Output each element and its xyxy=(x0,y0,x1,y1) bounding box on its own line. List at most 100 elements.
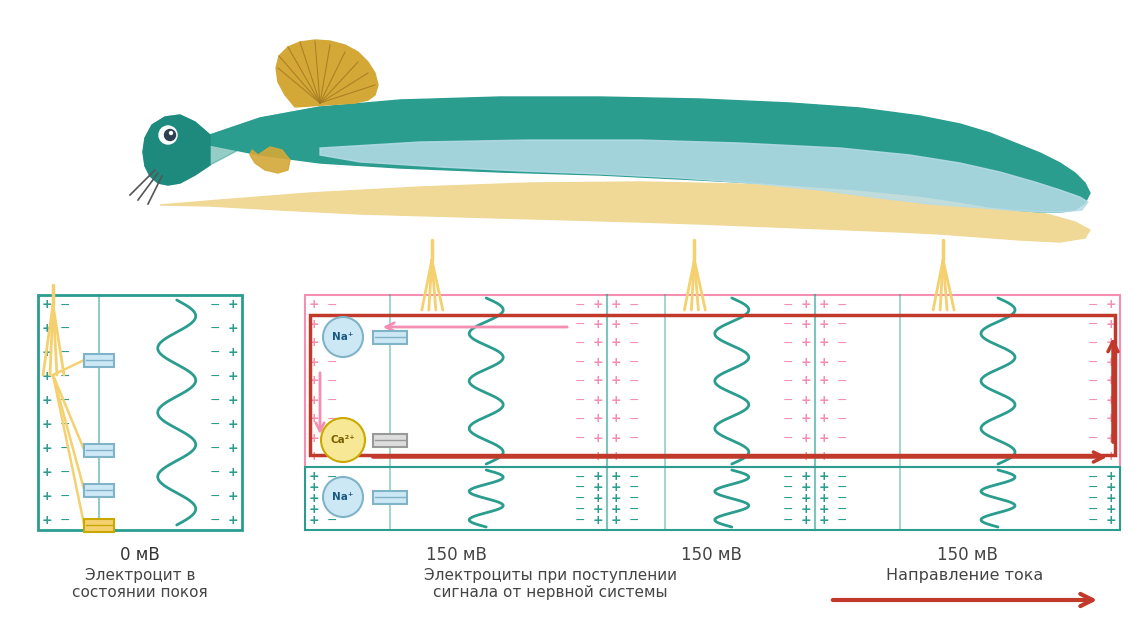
Bar xyxy=(38,295,242,530)
Text: +: + xyxy=(1106,356,1116,368)
Text: −: − xyxy=(575,481,585,494)
Text: +: + xyxy=(611,471,621,483)
Text: +: + xyxy=(42,465,52,479)
Text: Ca²⁺: Ca²⁺ xyxy=(331,435,356,445)
Text: +: + xyxy=(309,318,319,330)
Text: −: − xyxy=(327,481,337,494)
Bar xyxy=(306,295,1119,467)
Bar xyxy=(373,490,407,504)
Text: +: + xyxy=(593,514,603,526)
Text: −: − xyxy=(59,514,71,526)
Text: +: + xyxy=(800,375,812,387)
Text: −: − xyxy=(783,394,793,406)
Text: −: − xyxy=(575,503,585,516)
Text: +: + xyxy=(593,394,603,406)
Text: +: + xyxy=(1106,318,1116,330)
Text: −: − xyxy=(837,503,847,516)
Bar xyxy=(373,434,407,446)
Text: +: + xyxy=(611,450,621,464)
Text: −: − xyxy=(783,413,793,425)
Text: +: + xyxy=(309,413,319,425)
Bar xyxy=(84,443,114,457)
Text: +: + xyxy=(309,432,319,444)
Text: +: + xyxy=(228,394,238,407)
Text: −: − xyxy=(575,298,585,312)
Text: −: − xyxy=(629,337,640,349)
Text: +: + xyxy=(228,370,238,383)
Text: −: − xyxy=(327,514,337,526)
Text: −: − xyxy=(59,490,71,503)
Text: +: + xyxy=(800,514,812,526)
Text: +: + xyxy=(800,298,812,312)
Bar xyxy=(84,354,114,366)
Text: −: − xyxy=(783,432,793,444)
Text: +: + xyxy=(611,394,621,406)
Text: −: − xyxy=(629,514,640,526)
Text: +: + xyxy=(593,356,603,368)
Text: −: − xyxy=(1088,413,1098,425)
Text: +: + xyxy=(228,442,238,455)
Text: −: − xyxy=(210,490,220,503)
Text: +: + xyxy=(611,432,621,444)
Polygon shape xyxy=(276,40,378,107)
Text: +: + xyxy=(42,298,52,312)
Text: +: + xyxy=(228,514,238,526)
Text: +: + xyxy=(309,356,319,368)
Text: +: + xyxy=(228,465,238,479)
Text: −: − xyxy=(327,450,337,464)
Text: −: − xyxy=(629,394,640,406)
Text: +: + xyxy=(800,492,812,505)
Text: +: + xyxy=(611,318,621,330)
Text: −: − xyxy=(210,394,220,407)
Text: −: − xyxy=(59,442,71,455)
Text: −: − xyxy=(783,471,793,483)
Text: +: + xyxy=(819,492,829,505)
Text: −: − xyxy=(629,375,640,387)
Text: +: + xyxy=(611,481,621,494)
Text: −: − xyxy=(837,481,847,494)
Text: +: + xyxy=(309,514,319,526)
Text: 0 мВ: 0 мВ xyxy=(120,546,160,564)
Text: +: + xyxy=(309,394,319,406)
Text: +: + xyxy=(42,442,52,455)
Text: +: + xyxy=(611,356,621,368)
Text: −: − xyxy=(327,318,337,330)
Text: +: + xyxy=(1106,432,1116,444)
Text: −: − xyxy=(1088,394,1098,406)
Bar xyxy=(373,330,407,344)
Text: −: − xyxy=(837,471,847,483)
Text: Направление тока: Направление тока xyxy=(887,568,1043,583)
Text: −: − xyxy=(575,356,585,368)
Text: −: − xyxy=(629,356,640,368)
Text: −: − xyxy=(575,471,585,483)
Text: −: − xyxy=(327,492,337,505)
Text: −: − xyxy=(210,442,220,455)
Text: +: + xyxy=(819,481,829,494)
Text: −: − xyxy=(783,481,793,494)
Text: −: − xyxy=(1088,481,1098,494)
Text: −: − xyxy=(327,413,337,425)
Polygon shape xyxy=(160,182,1090,242)
Text: +: + xyxy=(593,298,603,312)
Text: Na⁺: Na⁺ xyxy=(333,332,353,342)
Text: +: + xyxy=(819,413,829,425)
Text: +: + xyxy=(593,337,603,349)
Text: +: + xyxy=(819,503,829,516)
Text: −: − xyxy=(210,346,220,359)
Text: −: − xyxy=(837,298,847,312)
Text: −: − xyxy=(1088,450,1098,464)
Text: −: − xyxy=(575,450,585,464)
Text: +: + xyxy=(228,490,238,503)
Text: −: − xyxy=(59,323,71,335)
Text: +: + xyxy=(800,432,812,444)
Text: 150 мВ: 150 мВ xyxy=(681,546,741,564)
Circle shape xyxy=(323,477,363,517)
Text: −: − xyxy=(327,471,337,483)
Text: +: + xyxy=(611,413,621,425)
Circle shape xyxy=(170,131,172,135)
Text: +: + xyxy=(593,492,603,505)
Text: +: + xyxy=(800,318,812,330)
Text: +: + xyxy=(593,471,603,483)
Text: −: − xyxy=(575,432,585,444)
Text: −: − xyxy=(837,394,847,406)
